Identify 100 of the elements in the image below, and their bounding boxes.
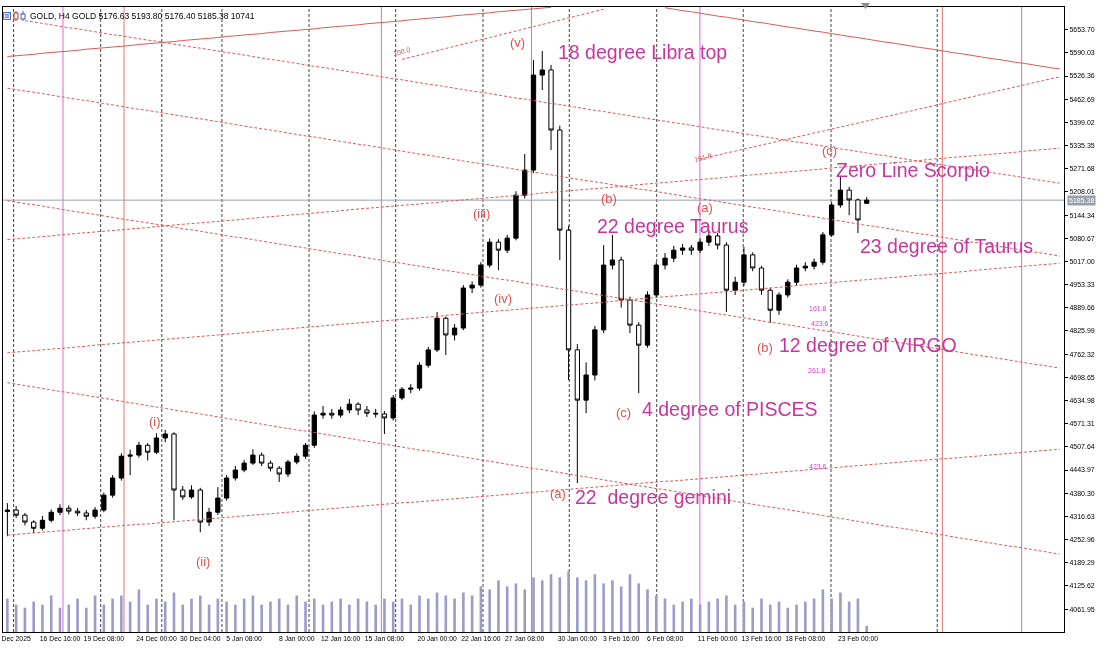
candlestick bbox=[758, 265, 765, 296]
bar bbox=[462, 592, 465, 632]
candlestick bbox=[653, 261, 659, 298]
annotation: 4 degree of PISCES bbox=[642, 398, 818, 420]
candlestick bbox=[13, 505, 19, 519]
bar bbox=[234, 604, 237, 632]
candlestick bbox=[732, 276, 738, 296]
candlestick bbox=[364, 405, 370, 418]
candlestick bbox=[267, 460, 274, 472]
annotation: (v) bbox=[510, 35, 526, 50]
annotation: (a) bbox=[697, 200, 713, 215]
candlestick bbox=[241, 459, 247, 473]
candlestick bbox=[539, 50, 545, 91]
candlestick bbox=[609, 234, 616, 270]
bar bbox=[391, 601, 395, 632]
bar bbox=[725, 595, 728, 632]
candlestick bbox=[811, 258, 817, 270]
candlestick bbox=[31, 519, 37, 534]
candlestick bbox=[636, 321, 642, 394]
candlestick bbox=[232, 465, 239, 482]
bar bbox=[830, 598, 833, 632]
candlestick bbox=[846, 186, 852, 216]
bar bbox=[155, 598, 158, 632]
annotation: (b) bbox=[601, 191, 617, 206]
candlestick bbox=[408, 383, 414, 394]
candlestick bbox=[188, 484, 195, 500]
candlestick bbox=[864, 196, 870, 204]
candlestick bbox=[136, 441, 142, 459]
candlestick bbox=[127, 449, 133, 476]
line-series bbox=[6, 382, 1061, 555]
candlestick bbox=[109, 474, 116, 499]
candlestick bbox=[820, 231, 826, 266]
candlestick bbox=[48, 508, 54, 523]
bar bbox=[497, 580, 500, 632]
candlestick bbox=[697, 238, 703, 254]
candlestick bbox=[171, 431, 177, 521]
bar bbox=[120, 595, 123, 632]
candlestick bbox=[118, 452, 125, 482]
candlestick bbox=[83, 509, 89, 521]
candlestick bbox=[101, 492, 107, 513]
bar bbox=[426, 598, 430, 632]
candlestick bbox=[74, 507, 81, 517]
bar bbox=[295, 595, 299, 632]
bar bbox=[567, 571, 570, 632]
candlestick bbox=[294, 452, 300, 465]
bar bbox=[786, 607, 790, 632]
candlestick bbox=[504, 234, 510, 254]
bar bbox=[163, 601, 167, 632]
candlestick bbox=[487, 238, 493, 269]
candlestick bbox=[557, 125, 563, 261]
bar bbox=[339, 598, 342, 632]
annotation: 22 degree gemini bbox=[575, 486, 732, 508]
bar bbox=[383, 598, 386, 632]
candlestick bbox=[723, 241, 730, 313]
bar bbox=[505, 586, 509, 632]
candlestick bbox=[197, 487, 203, 533]
candlestick bbox=[662, 252, 668, 270]
bar bbox=[304, 601, 307, 632]
bar bbox=[672, 604, 676, 632]
bar bbox=[690, 598, 693, 632]
bar bbox=[619, 586, 623, 632]
bar bbox=[804, 601, 807, 632]
candlestick bbox=[399, 386, 405, 401]
candlestick bbox=[513, 190, 519, 241]
candlestick bbox=[750, 251, 756, 272]
bar bbox=[488, 589, 491, 632]
candlestick bbox=[627, 296, 633, 334]
candlestick bbox=[162, 429, 168, 443]
bar bbox=[49, 595, 53, 632]
bar bbox=[576, 577, 579, 632]
candlestick bbox=[180, 485, 186, 501]
annotation: 18 degree Libra top bbox=[558, 41, 728, 63]
bar bbox=[760, 598, 763, 632]
text: GOLD, H4 GOLD 5176.63 5193.80 5176.40 5185.38 10741 bbox=[30, 10, 255, 21]
bar bbox=[418, 595, 421, 632]
bar bbox=[198, 595, 202, 632]
annotation: (ii) bbox=[196, 554, 211, 569]
bar bbox=[181, 604, 185, 632]
candlestick bbox=[337, 406, 344, 419]
annotation: (iv) bbox=[494, 291, 513, 306]
candlestick bbox=[574, 343, 580, 484]
bar bbox=[453, 598, 456, 632]
candlestick bbox=[495, 238, 502, 271]
candlestick bbox=[259, 452, 265, 467]
bar bbox=[260, 604, 263, 632]
bar bbox=[269, 601, 272, 632]
bar bbox=[41, 604, 44, 632]
bar bbox=[523, 589, 527, 632]
candlestick bbox=[416, 361, 423, 392]
candlestick bbox=[355, 401, 361, 416]
candlestick bbox=[57, 503, 63, 516]
candlestick bbox=[346, 398, 353, 414]
annotation: (c) bbox=[616, 405, 632, 420]
annotation: (iii) bbox=[473, 206, 491, 221]
candlestick bbox=[776, 291, 782, 316]
candlestick bbox=[250, 448, 256, 466]
candlestick bbox=[855, 197, 861, 234]
bar bbox=[146, 604, 149, 632]
candlestick bbox=[434, 311, 440, 353]
candlestick bbox=[601, 244, 607, 334]
